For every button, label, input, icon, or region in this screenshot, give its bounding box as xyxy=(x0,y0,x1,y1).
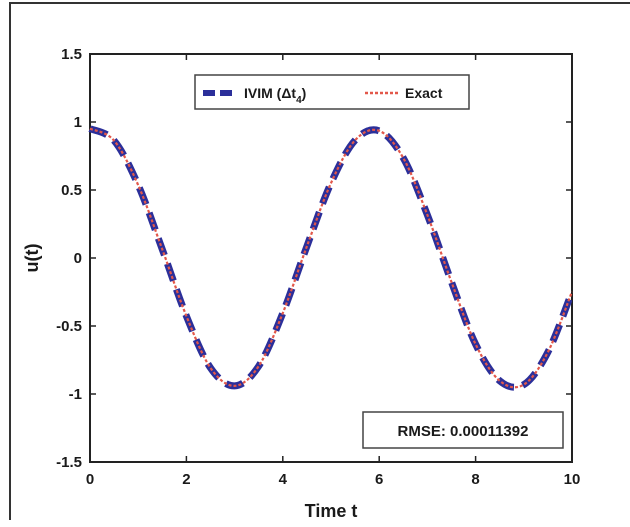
y-tick-label: 0 xyxy=(74,250,82,267)
legend-box xyxy=(194,74,470,110)
y-tick-label: 0.5 xyxy=(61,182,82,199)
y-tick-label: -1.5 xyxy=(56,454,82,471)
plot-area xyxy=(89,53,573,463)
x-tick-label: 4 xyxy=(279,471,288,488)
x-axis-label: Time t xyxy=(305,501,358,521)
x-tick-label: 2 xyxy=(182,471,190,488)
legend-label-ivim: IVIM (Δt4) xyxy=(244,85,306,106)
legend: IVIM (Δt4) Exact xyxy=(194,74,470,110)
y-tick-label: -1 xyxy=(69,386,82,403)
legend-label-exact: Exact xyxy=(405,85,443,101)
x-tick-label: 0 xyxy=(86,471,94,488)
series-line-exact xyxy=(89,127,574,389)
rmse-annotation: RMSE: 0.00011392 xyxy=(362,411,564,449)
x-tick-label: 8 xyxy=(471,471,479,488)
y-tick-label: 1 xyxy=(74,114,82,131)
y-tick-label: 1.5 xyxy=(61,46,82,63)
x-tick-label: 6 xyxy=(375,471,383,488)
x-tick-label: 10 xyxy=(564,471,581,488)
y-axis-label: u(t) xyxy=(22,244,42,273)
y-tick-label: -0.5 xyxy=(56,318,82,335)
series-layer xyxy=(88,125,576,391)
x-axis: 0 2 4 6 8 10 xyxy=(86,54,581,488)
y-axis: 1.5 1 0.5 0 -0.5 -1 -1.5 xyxy=(56,46,572,471)
rmse-text: RMSE: 0.00011392 xyxy=(398,423,529,440)
rmse-box xyxy=(362,411,564,449)
